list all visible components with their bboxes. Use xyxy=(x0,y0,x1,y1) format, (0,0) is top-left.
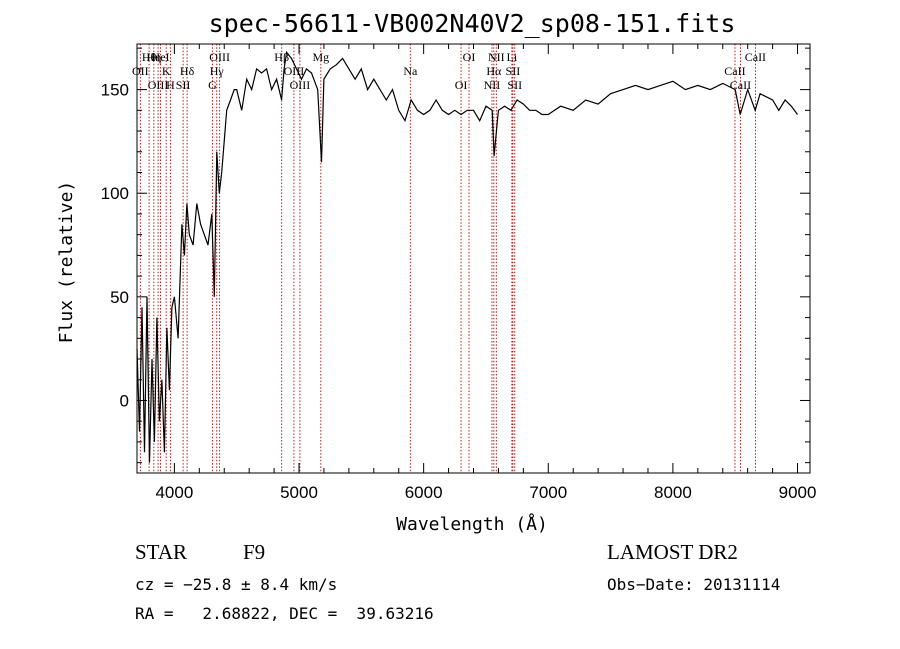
y-axis-label: Flux (relative) xyxy=(56,181,77,344)
x-tick-label: 7000 xyxy=(529,483,567,502)
observation-date: Obs−Date: 20131114 xyxy=(607,575,781,594)
spectral-line-markers xyxy=(139,44,756,473)
line-label: K xyxy=(162,64,171,78)
line-label: OI xyxy=(455,78,468,92)
line-label: SII xyxy=(506,64,521,78)
y-tick-label: 150 xyxy=(101,81,129,100)
line-label: CaII xyxy=(745,50,766,64)
line-label: Hθ xyxy=(142,50,157,64)
line-label: OI xyxy=(463,50,476,64)
x-tick-label: 9000 xyxy=(779,483,817,502)
line-label: OIII xyxy=(290,78,311,92)
line-label: Na xyxy=(403,64,418,78)
redshift-info: cz = −25.8 ± 8.4 km/s xyxy=(135,575,338,594)
axis-tick-labels: 4000 5000 6000 7000 8000 9000 0 50 100 150 xyxy=(101,81,817,502)
line-label: OIII xyxy=(284,64,305,78)
x-tick-label: 4000 xyxy=(155,483,193,502)
object-class: STAR xyxy=(135,540,187,564)
x-axis-label: Wavelength (Å) xyxy=(396,513,548,535)
line-label: G xyxy=(208,78,217,92)
survey-name: LAMOST DR2 xyxy=(607,540,738,564)
line-label: Li xyxy=(507,50,518,64)
spectrum-line xyxy=(136,50,798,463)
line-label: Hη xyxy=(146,50,161,64)
x-tick-label: 6000 xyxy=(405,483,443,502)
spectral-line-labels: HθOIIOIIIHηKHHeIHδSIIOIIIHγGHβOIIIOIIIMg… xyxy=(132,50,766,92)
line-label: OII xyxy=(132,64,149,78)
y-tick-label: 0 xyxy=(120,391,129,410)
x-tick-label: 8000 xyxy=(654,483,692,502)
line-label: NII xyxy=(488,50,505,64)
chart-title: spec-56611-VB002N40V2_sp08-151.fits xyxy=(209,9,736,38)
line-label: CaII xyxy=(724,64,745,78)
line-label: Hδ xyxy=(180,64,195,78)
line-label: SII xyxy=(507,78,522,92)
line-label: SII xyxy=(176,78,191,92)
line-label: H xyxy=(166,78,175,92)
line-label: Mg xyxy=(312,50,329,64)
axis-ticks xyxy=(137,44,810,473)
line-label: NII xyxy=(484,78,501,92)
y-tick-label: 100 xyxy=(101,184,129,203)
line-label: Hα xyxy=(486,64,502,78)
line-label: OIII xyxy=(209,50,230,64)
line-label: HeI xyxy=(152,50,170,64)
coordinates: RA = 2.68822, DEC = 39.63216 xyxy=(135,604,434,623)
x-tick-label: 5000 xyxy=(280,483,318,502)
y-tick-label: 50 xyxy=(110,288,129,307)
line-label: CaII xyxy=(730,78,751,92)
plot-frame xyxy=(136,43,811,474)
line-label: OIII xyxy=(148,78,169,92)
object-subclass: F9 xyxy=(243,540,266,564)
line-label: Hγ xyxy=(210,64,225,78)
